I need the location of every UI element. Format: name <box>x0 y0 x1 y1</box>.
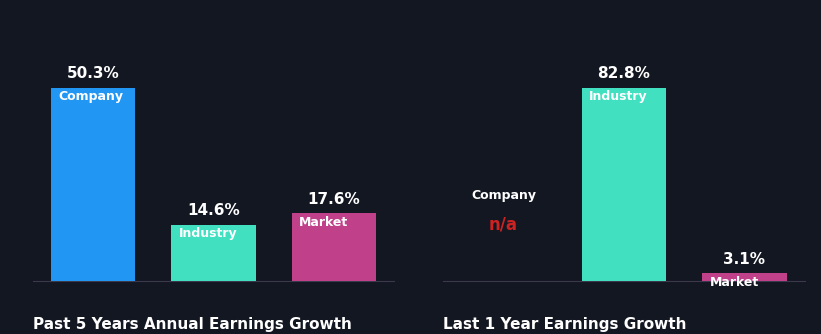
Text: 82.8%: 82.8% <box>598 66 650 81</box>
Text: Market: Market <box>709 276 759 289</box>
Text: Industry: Industry <box>589 90 648 103</box>
Bar <box>582 88 666 281</box>
Bar <box>702 273 787 281</box>
Text: 3.1%: 3.1% <box>723 252 765 267</box>
Text: Company: Company <box>471 189 536 202</box>
Text: n/a: n/a <box>489 215 518 233</box>
Text: Industry: Industry <box>178 227 237 240</box>
Text: 50.3%: 50.3% <box>67 66 119 81</box>
Bar <box>172 224 255 281</box>
Bar <box>291 213 376 281</box>
Text: 14.6%: 14.6% <box>187 203 240 218</box>
Bar <box>51 88 135 281</box>
Text: Market: Market <box>299 216 348 229</box>
Text: 17.6%: 17.6% <box>308 191 360 206</box>
Text: Last 1 Year Earnings Growth: Last 1 Year Earnings Growth <box>443 317 687 332</box>
Text: Company: Company <box>58 90 123 103</box>
Text: Past 5 Years Annual Earnings Growth: Past 5 Years Annual Earnings Growth <box>33 317 351 332</box>
